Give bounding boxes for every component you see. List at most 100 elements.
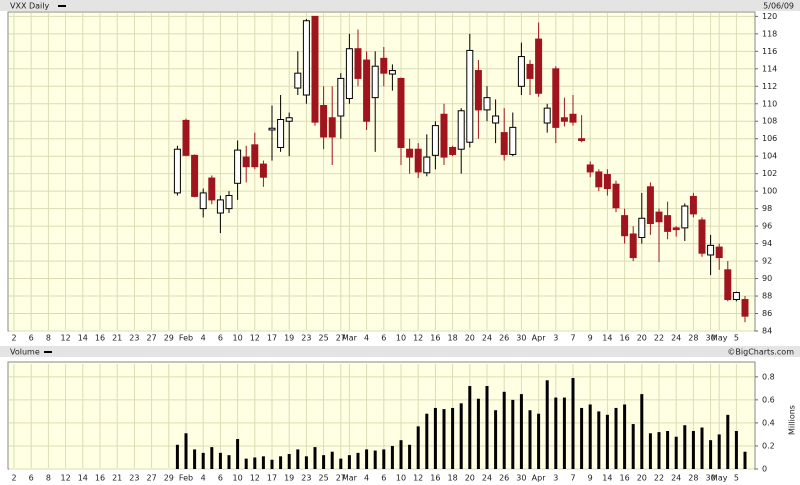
candle-body: [595, 171, 603, 188]
volume-bar: [562, 397, 566, 469]
x-tick-label: 23: [129, 334, 139, 343]
volume-plot: [7, 361, 756, 470]
volume-bar: [571, 377, 575, 469]
x-tick-label: 19: [284, 334, 294, 343]
volume-bar: [373, 450, 377, 469]
volume-bar: [193, 449, 197, 469]
x-tick-label: 12: [250, 334, 260, 343]
candle-body: [466, 49, 474, 143]
volume-bar: [382, 449, 386, 469]
x-tick-label: 24: [671, 334, 681, 343]
x-tick-label: 14: [78, 334, 88, 343]
x-tick-label: 12: [61, 334, 71, 343]
x-tick-label: 20: [465, 474, 475, 483]
volume-bar: [528, 410, 532, 469]
x-tick-label: 4: [201, 334, 206, 343]
x-tick-label: 21: [112, 474, 122, 483]
x-tick-label: 5: [734, 474, 739, 483]
x-tick-label: 30: [706, 334, 716, 343]
volume-bar: [623, 404, 627, 469]
candle-body: [638, 217, 646, 238]
volume-bar: [313, 447, 317, 469]
volume-bar: [365, 449, 369, 469]
x-tick-label: 23: [301, 334, 311, 343]
x-tick-label: 27: [147, 474, 157, 483]
volume-bar: [244, 458, 248, 469]
volume-bar: [210, 447, 214, 469]
candle-body: [732, 292, 740, 301]
volume-bar: [511, 399, 515, 469]
candle-body: [509, 126, 517, 155]
x-tick-label: 24: [482, 334, 492, 343]
candle-body: [208, 177, 216, 201]
x-tick-label: 30: [516, 474, 526, 483]
candle-body: [234, 149, 242, 184]
x-tick-label: 6: [218, 334, 223, 343]
volume-bar: [296, 449, 300, 469]
x-tick-label: 5: [734, 334, 739, 343]
volume-title: Volume: [10, 348, 40, 357]
volume-bar: [554, 397, 558, 469]
volume-bar: [261, 456, 265, 469]
x-tick-label: 2: [11, 474, 16, 483]
volume-bar: [184, 433, 188, 469]
volume-bar: [605, 414, 609, 469]
x-tick-label: 6: [218, 474, 223, 483]
source: ©BigCharts.com: [727, 348, 794, 357]
candle-body: [621, 215, 629, 237]
candle-body: [440, 113, 448, 158]
x-tick-label: 10: [396, 474, 406, 483]
candle-body: [259, 163, 267, 178]
volume-bar: [347, 455, 351, 469]
x-tick-label: 12: [413, 334, 423, 343]
candle-body: [560, 117, 568, 122]
y-tick-label: 94: [762, 239, 772, 248]
volume-bar: [201, 452, 205, 469]
volume-bar: [270, 459, 274, 469]
candle-body: [320, 105, 328, 138]
x-tick-label: 25: [319, 334, 329, 343]
volume-bar: [459, 403, 463, 469]
volume-bar: [631, 424, 635, 469]
y-tick-label: 102: [762, 169, 777, 178]
price-header: [0, 0, 800, 11]
volume-bar: [614, 407, 618, 469]
x-tick-label: 28: [688, 474, 698, 483]
volume-bar: [236, 439, 240, 469]
x-tick-label: 3: [553, 334, 558, 343]
y-tick-label: 104: [762, 152, 777, 161]
x-tick-label: 20: [637, 474, 647, 483]
candle-body: [285, 117, 293, 122]
x-tick-label: 10: [233, 474, 243, 483]
candle-body: [251, 144, 259, 168]
candle-body: [517, 56, 525, 87]
candle-body: [225, 195, 233, 210]
x-tick-label: 17: [267, 334, 277, 343]
volume-bar: [674, 436, 678, 469]
candle-body: [277, 118, 285, 148]
y-axis-label: Millions: [788, 405, 797, 435]
x-tick-label: 3: [553, 474, 558, 483]
x-tick-label: 27: [147, 334, 157, 343]
candle-body: [492, 115, 500, 124]
volume-bar: [390, 445, 394, 469]
x-tick-label: 14: [602, 334, 612, 343]
volume-bar: [425, 413, 429, 469]
x-tick-label: 6: [381, 334, 386, 343]
y-tick-label: 118: [762, 29, 777, 38]
candle-body: [724, 269, 732, 301]
x-tick-label: 8: [46, 474, 51, 483]
x-tick-label: May: [711, 334, 728, 343]
x-tick-label: Mar: [342, 334, 358, 343]
y-tick-label: 86: [762, 309, 772, 318]
candle-body: [337, 77, 345, 117]
candle-body: [655, 211, 663, 223]
volume-bar: [433, 407, 437, 469]
volume-bar: [545, 380, 549, 469]
x-tick-label: 6: [381, 474, 386, 483]
candle-body: [423, 156, 431, 174]
x-tick-label: 16: [620, 334, 630, 343]
x-tick-label: 6: [29, 334, 34, 343]
x-tick-label: 23: [129, 474, 139, 483]
